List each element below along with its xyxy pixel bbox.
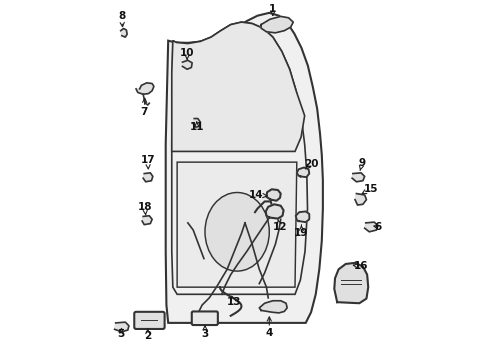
Text: 20: 20 [304,159,318,169]
Text: 5: 5 [117,328,124,339]
Polygon shape [352,173,365,182]
Text: 2: 2 [144,329,151,342]
Text: 7: 7 [141,98,148,117]
Polygon shape [193,118,200,127]
Polygon shape [297,167,309,177]
Polygon shape [172,22,305,152]
Polygon shape [365,222,378,232]
Text: 3: 3 [201,326,209,339]
Polygon shape [266,204,284,219]
Polygon shape [259,301,287,313]
Polygon shape [267,189,281,201]
Text: 9: 9 [359,158,366,171]
Polygon shape [166,13,323,323]
Text: 4: 4 [266,317,273,338]
Text: 11: 11 [190,122,204,132]
Polygon shape [296,211,309,222]
Text: 13: 13 [226,296,241,307]
Text: 1: 1 [269,4,276,15]
Text: 10: 10 [180,48,195,59]
Ellipse shape [205,193,270,271]
Polygon shape [115,322,129,332]
Text: 17: 17 [141,156,155,169]
FancyBboxPatch shape [134,312,165,329]
Polygon shape [177,162,297,287]
Polygon shape [355,194,367,205]
Polygon shape [143,173,153,182]
Polygon shape [182,60,192,69]
Polygon shape [142,216,152,225]
Text: 18: 18 [138,202,152,215]
Text: 16: 16 [353,261,368,271]
Text: 15: 15 [362,184,378,194]
FancyBboxPatch shape [192,311,218,325]
Text: 6: 6 [374,222,382,232]
Text: 14: 14 [249,190,267,200]
Polygon shape [261,17,293,33]
Polygon shape [334,263,368,303]
Text: 19: 19 [294,225,309,238]
Text: 12: 12 [273,220,287,232]
Polygon shape [136,83,154,94]
Polygon shape [121,28,127,37]
Text: 8: 8 [118,12,125,27]
